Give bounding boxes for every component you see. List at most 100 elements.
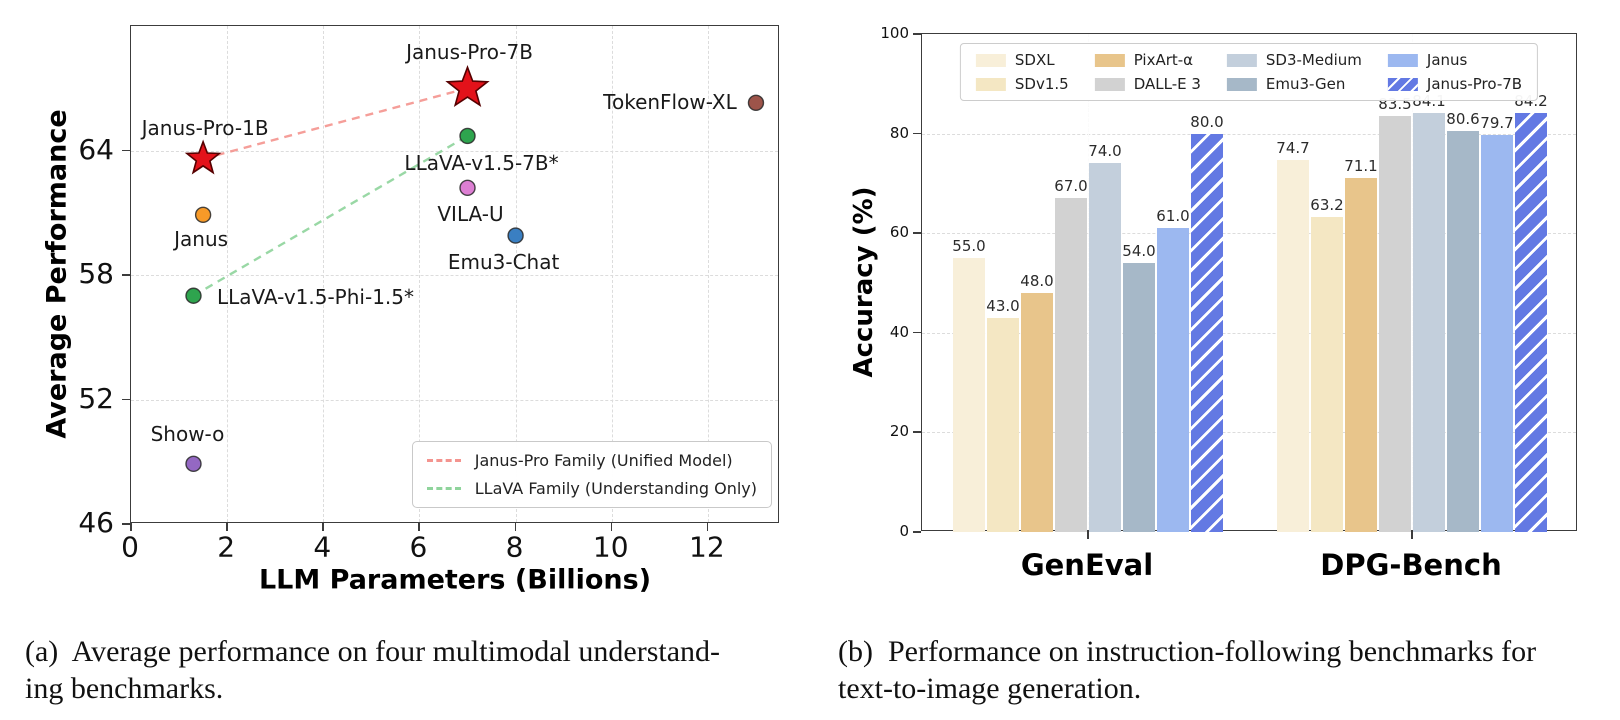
legend-item-label: SDv1.5 [1014,75,1069,93]
scatter-legend: Janus-Pro Family (Unified Model) LLaVA Fa… [411,441,772,508]
point-label: VILA-U [437,201,504,226]
scatter-markers-layer [184,65,765,473]
x-tick-mark [514,523,517,531]
legend-item-label: PixArt-α [1133,51,1194,69]
legend-item-label: Emu3-Gen [1265,75,1346,93]
y-tick-mark [122,274,130,276]
scatter-point-LLaVA-v1.5-7B* [459,127,476,145]
legend-swatch-Janus-Pro-7B [1387,77,1418,91]
bar-SDXL-GenEval [953,258,985,532]
bar-SDv1.5-GenEval [987,317,1019,532]
bar-value-label: 55.0 [952,237,986,256]
bar-value-label: 79.7 [1480,114,1514,133]
category-label-GenEval: GenEval [1020,548,1154,582]
y-tick-label: 64 [78,132,114,166]
category-label-DPG-Bench: DPG-Bench [1320,548,1502,582]
point-label: Emu3-Chat [447,249,560,274]
bar-SD3-Medium-DPG-Bench [1413,113,1445,532]
scatter-point-LLaVA-v1.5-Phi-1.5* [185,287,202,304]
legend-item: PixArt-α [1094,51,1201,69]
group-center-gridline-overlay [1412,34,1413,530]
point-label: LLaVA-v1.5-Phi-1.5* [216,284,415,309]
bar-value-label: 80.0 [1190,112,1224,131]
y-tick-label: 40 [889,322,909,341]
legend-line-sample [426,459,461,462]
bar-value-label: 54.0 [1122,242,1156,261]
y-tick-label: 60 [889,223,909,242]
legend-item: SD3-Medium [1226,51,1362,69]
legend-swatch-SD3-Medium [1226,53,1257,67]
gridline-y [922,432,1576,434]
panel-b-y-axis-label: Accuracy (%) [849,186,879,378]
y-tick-mark [913,33,921,35]
point-label: TokenFlow-XL [603,89,737,114]
bar-Emu3-Gen-GenEval [1123,263,1155,532]
legend-item-label: Janus-Pro Family (Unified Model) [474,451,733,470]
legend-swatch-SDv1.5 [975,77,1006,91]
bar-value-label: 61.0 [1156,207,1190,226]
x-tick-mark [226,523,228,531]
y-tick-mark [913,132,921,135]
y-tick-label: 80 [889,123,909,142]
legend-item: SDv1.5 [975,75,1069,93]
gridline-y [922,233,1576,235]
point-label: Show-o [150,421,225,446]
x-tick-mark [1087,531,1089,539]
gridline-y [922,332,1576,334]
caption-b-line1: (b) Performance on instruction-following… [838,635,1537,668]
gridline-x [419,26,421,522]
y-tick-mark [122,149,130,152]
caption-b: (b) Performance on instruction-following… [838,633,1608,707]
y-tick-mark [122,523,130,525]
y-tick-mark [913,431,921,433]
legend-item-label: Janus-Pro-7B [1426,75,1523,93]
y-tick-label: 0 [899,522,909,540]
x-tick-label: 0 [121,530,139,564]
bar-plot-area: SDXL PixArt-α SD3-Medium Janus SDv1.5 DALL-E … [921,33,1577,532]
x-tick-label: 10 [592,530,629,564]
legend-item-label: LLaVA Family (Understanding Only) [474,479,757,498]
x-tick-mark [322,523,324,531]
bar-value-label: 80.6 [1446,109,1480,128]
legend-item: SDXL [975,51,1069,69]
point-label: LLaVA-v1.5-7B* [404,150,559,175]
legend-item-label: SD3-Medium [1265,51,1362,69]
y-tick-mark [913,232,921,234]
gridline-x [611,26,613,522]
trend-line-janus-pro-family [202,87,468,160]
legend-line-sample [426,487,461,490]
gridline-x [323,26,325,522]
y-tick-mark [122,398,130,401]
caption-a-line1: (a) Average performance on four multimod… [25,635,721,668]
bar-SD3-Medium-GenEval [1089,163,1121,532]
legend-swatch-PixArt-α [1094,53,1125,67]
bar-value-label: 48.0 [1020,271,1054,290]
scatter-point-Janus [194,206,212,224]
panel-a-x-axis-label: LLM Parameters (Billions) [258,564,652,596]
x-tick-label: 2 [217,530,236,564]
scatter-point-Show-o [185,455,202,473]
bar-value-label: 74.0 [1088,142,1122,161]
legend-item: LLaVA Family (Understanding Only) [426,479,757,498]
bar-value-label: 71.1 [1344,156,1378,175]
scatter-point-Janus-Pro-7B [445,65,490,108]
gridline-x [707,26,709,522]
x-tick-mark [1411,531,1413,539]
bar-DALL-E 3-DPG-Bench [1379,116,1411,532]
gridline-y [131,275,778,276]
legend-item-label: SDXL [1014,51,1055,69]
legend-swatch-Janus [1387,53,1418,67]
bar-SDv1.5-DPG-Bench [1311,217,1343,532]
bar-PixArt-α-GenEval [1021,292,1053,532]
y-tick-label: 20 [889,422,909,441]
legend-swatch-DALL-E 3 [1094,77,1125,91]
bar-value-label: 63.2 [1310,196,1344,215]
bar-DALL-E 3-GenEval [1055,198,1087,532]
gridline-y [131,399,778,401]
bar-Janus-Pro-7B-GenEval [1191,133,1223,532]
legend-item-label: Janus [1426,51,1468,69]
point-label: Janus-Pro-7B [406,40,533,65]
bar-value-label: 74.7 [1276,138,1310,157]
x-tick-mark [130,523,132,531]
caption-a: (a) Average performance on four multimod… [25,633,830,707]
